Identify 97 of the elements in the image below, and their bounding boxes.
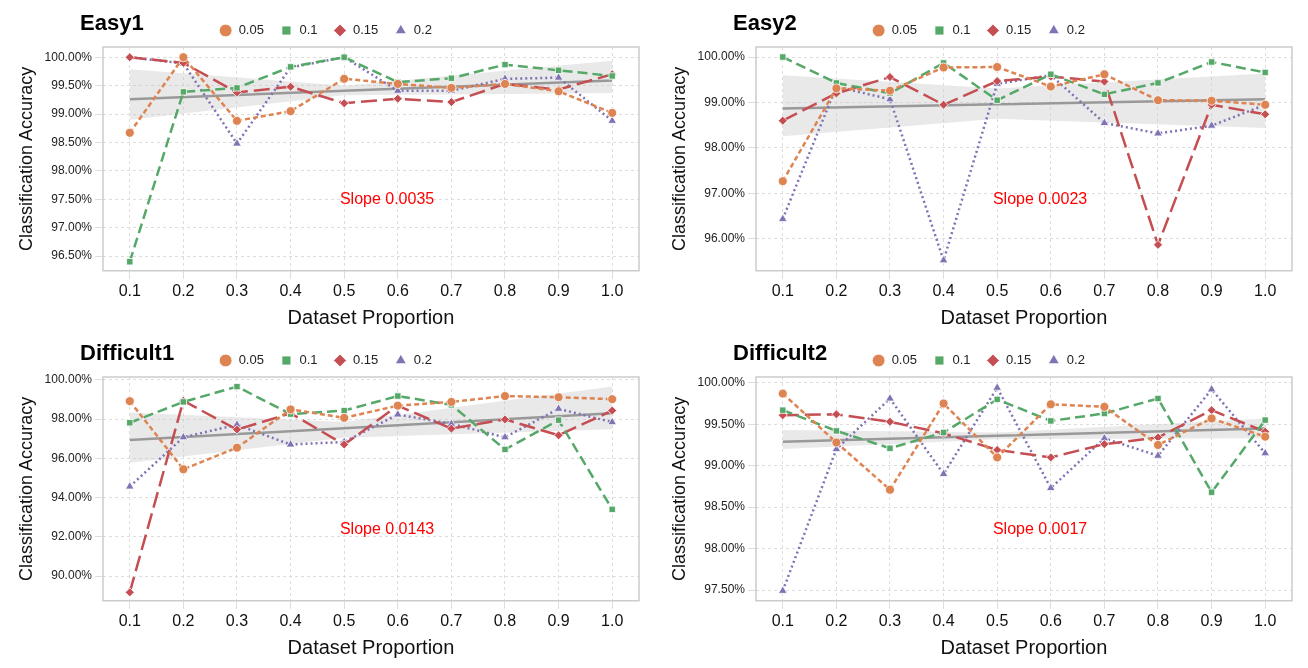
y-axis-title: Classification Accuracy [15,66,36,251]
legend-label: 0.2 [1066,352,1085,368]
y-tick-label: 98.00% [704,540,746,555]
x-tick-label: 0.3 [225,611,249,629]
x-tick-label: 0.9 [547,281,570,299]
y-tick-label: 90.00% [51,568,93,583]
y-tick-label: 96.00% [704,231,746,246]
y-tick-label: 97.50% [704,582,746,597]
x-tick-label: 0.2 [825,281,848,299]
x-tick-label: 0.1 [118,281,141,299]
y-tick-label: 100.00% [44,372,93,387]
x-tick-label: 1.0 [601,281,624,299]
x-tick-label: 0.6 [1039,611,1063,629]
x-tick-label: 0.6 [386,611,410,629]
x-tick-label: 0.7 [440,281,463,299]
x-tick-label: 0.8 [1146,611,1170,629]
x-tick-label: 0.8 [1146,281,1170,299]
x-tick-label: 0.3 [878,281,902,299]
y-tick-label: 100.00% [697,375,746,390]
y-tick-label: 98.50% [51,134,93,149]
x-tick-label: 0.3 [878,611,902,629]
x-axis-title: Dataset Proportion [940,635,1108,658]
y-tick-label: 100.00% [44,49,93,64]
x-tick-label: 0.7 [1093,611,1116,629]
y-tick-label: 98.50% [704,499,746,514]
x-axis-title: Dataset Proportion [940,305,1108,328]
annotation: Slope 0.0023 [992,189,1088,207]
y-axis-title: Classification Accuracy [668,66,689,251]
y-tick-label: 99.50% [704,416,746,431]
y-tick-label: 98.00% [51,163,93,178]
y-axis-title: Classification Accuracy [668,396,689,581]
y-tick-label: 94.00% [51,489,93,504]
y-tick-label: 98.00% [51,411,93,426]
x-tick-label: 0.9 [547,611,570,629]
legend-label: 0.05 [891,352,917,368]
x-tick-label: 0.6 [386,281,410,299]
x-tick-label: 0.1 [771,281,794,299]
y-axis-title: Classification Accuracy [15,396,36,581]
x-axis-title: Dataset Proportion [287,305,455,328]
x-tick-label: 0.1 [118,611,141,629]
legend-label: 0.15 [1006,22,1032,38]
y-tick-label: 100.00% [697,49,746,64]
legend-label: 0.05 [238,22,264,38]
legend-label: 0.05 [238,352,264,368]
chart-title: Difficult2 [733,340,828,366]
legend-label: 0.1 [952,22,971,38]
y-tick-label: 99.50% [51,77,93,92]
legend-label: 0.15 [1006,352,1032,368]
x-tick-label: 0.4 [279,281,302,299]
x-axis-title: Dataset Proportion [287,635,455,658]
legend-label: 0.1 [952,352,971,368]
y-tick-label: 97.00% [51,219,93,234]
x-tick-label: 0.9 [1200,281,1223,299]
legend-label: 0.15 [353,352,379,368]
x-tick-label: 0.2 [825,611,848,629]
x-tick-label: 0.2 [172,611,195,629]
x-tick-label: 1.0 [601,611,624,629]
legend-label: 0.2 [1066,22,1085,38]
y-tick-label: 96.50% [51,248,93,263]
chart-title: Difficult1 [80,340,175,366]
annotation: Slope 0.0035 [339,189,435,207]
x-tick-label: 1.0 [1254,281,1277,299]
x-tick-label: 0.4 [932,611,955,629]
legend-label: 0.15 [353,22,379,38]
x-tick-label: 0.8 [493,281,517,299]
x-tick-label: 0.6 [1039,281,1063,299]
legend-label: 0.2 [413,352,432,368]
x-tick-label: 0.7 [440,611,463,629]
y-tick-label: 98.00% [704,140,746,155]
y-tick-label: 99.00% [51,106,93,121]
x-tick-label: 0.4 [932,281,955,299]
x-tick-label: 0.2 [172,281,195,299]
x-tick-label: 0.5 [986,611,1009,629]
chart-title: Easy2 [733,10,797,36]
x-tick-label: 0.7 [1093,281,1116,299]
y-tick-label: 99.00% [704,458,746,472]
legend-label: 0.1 [299,22,318,38]
x-tick-label: 0.3 [225,281,249,299]
annotation: Slope 0.0143 [339,519,435,537]
y-tick-label: 97.00% [704,185,746,200]
y-tick-label: 96.00% [51,450,93,465]
x-tick-label: 0.5 [986,281,1009,299]
x-tick-label: 0.4 [279,611,302,629]
legend-label: 0.1 [299,352,318,368]
x-tick-label: 0.5 [333,281,356,299]
x-tick-label: 0.9 [1200,611,1223,629]
x-tick-label: 0.1 [771,611,794,629]
chart-title: Easy1 [80,10,144,36]
y-tick-label: 92.00% [51,529,93,544]
legend-label: 0.2 [413,22,432,38]
annotation: Slope 0.0017 [992,519,1088,537]
x-tick-label: 0.5 [333,611,356,629]
x-tick-label: 0.8 [493,611,517,629]
legend-label: 0.05 [891,22,917,38]
y-tick-label: 97.50% [51,191,93,206]
x-tick-label: 1.0 [1254,611,1277,629]
y-tick-label: 99.00% [704,94,746,109]
